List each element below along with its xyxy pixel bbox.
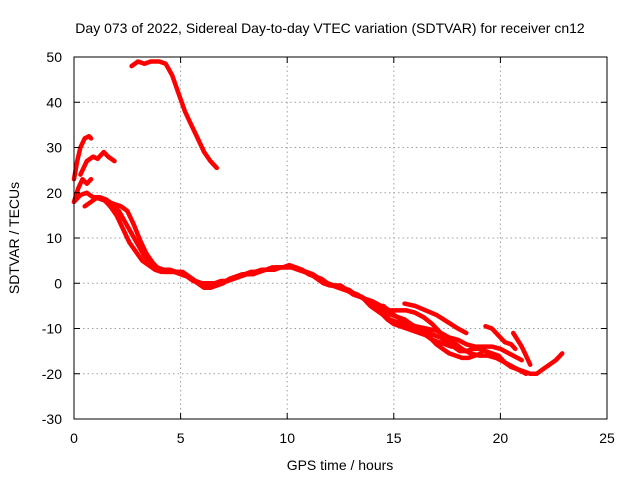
data-traces: [71, 59, 565, 377]
series-arc-3: [78, 149, 117, 177]
x-tick-label: 5: [177, 430, 185, 446]
series-arc-1: [129, 59, 220, 171]
series-arc-2: [71, 133, 94, 182]
y-axis-label: SDTVAR / TECUs: [6, 182, 22, 294]
y-tick-label: 10: [46, 230, 62, 246]
y-tick-label: 30: [46, 140, 62, 156]
series-arc-7: [93, 195, 565, 377]
series-arc-11: [483, 323, 518, 352]
series-arc-9: [380, 303, 529, 377]
grid-lines: [74, 57, 607, 419]
x-axis-label: GPS time / hours: [287, 457, 394, 473]
x-tick-label: 15: [386, 430, 402, 446]
y-tick-label: -10: [42, 321, 62, 337]
axis-ticks: [73, 56, 608, 420]
y-tick-label: -30: [42, 411, 62, 427]
x-tick-label: 25: [599, 430, 615, 446]
y-tick-label: 0: [54, 275, 62, 291]
series-arc-6: [82, 195, 484, 361]
y-tick-label: 50: [46, 49, 62, 65]
x-tick-label: 0: [70, 430, 78, 446]
y-tick-label: -20: [42, 366, 62, 382]
x-tick-labels: 0 5 10 15 20 25: [70, 430, 615, 446]
chart-title: Day 073 of 2022, Sidereal Day-to-day VTE…: [75, 20, 585, 36]
y-tick-label: 20: [46, 185, 62, 201]
y-tick-labels: -30 -20 -10 0 10 20 30 40 50: [42, 49, 62, 427]
series-arc-12: [510, 330, 533, 367]
y-tick-label: 40: [46, 94, 62, 110]
x-tick-label: 20: [493, 430, 509, 446]
x-tick-label: 10: [279, 430, 295, 446]
series-arc-10: [402, 301, 469, 336]
